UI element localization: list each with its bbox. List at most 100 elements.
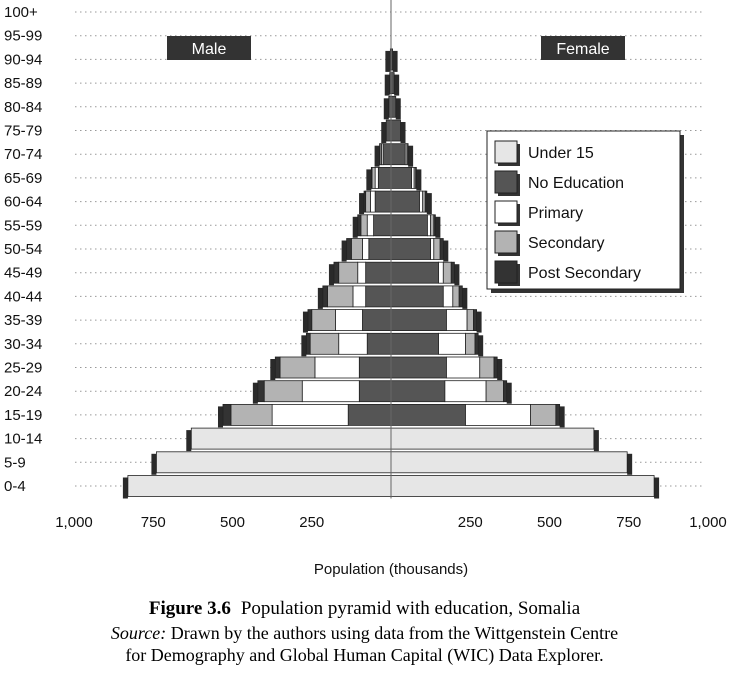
male-secondary-bar <box>365 190 371 213</box>
source-label: Source: <box>110 623 167 643</box>
female-primary-bar <box>438 261 444 284</box>
female-secondary-bar <box>466 309 474 332</box>
bar-shadow <box>478 335 484 357</box>
male-secondary-bar <box>371 166 376 189</box>
bar-shadow <box>374 145 380 167</box>
male-primary-bar <box>366 214 374 237</box>
age-label: 75-79 <box>4 123 42 140</box>
female-no-education-bar <box>390 238 432 260</box>
legend: Under 15 No Education Primary Secondary Post… <box>486 130 684 293</box>
female-no-education-bar <box>390 214 428 237</box>
male-primary-bar <box>271 403 349 426</box>
figure-label: Figure 3.6 <box>148 598 231 619</box>
male-secondary-bar <box>309 332 340 355</box>
male-post-secondary-bar <box>305 332 311 355</box>
female-primary-bar <box>427 214 432 237</box>
bar-shadow <box>462 287 468 309</box>
bar-shadow <box>559 406 565 428</box>
female-post-secondary-bar <box>503 380 508 403</box>
female-secondary-bar <box>442 261 452 284</box>
female-post-secondary-bar <box>473 309 477 332</box>
bar-shadow <box>392 50 398 72</box>
female-secondary-bar <box>452 285 460 308</box>
age-label: 0-4 <box>4 478 26 495</box>
bar-shadow <box>408 145 414 167</box>
bar-shadow <box>341 240 347 262</box>
female-label: Female <box>556 41 609 58</box>
source-line-2: for Demography and Global Human Capital … <box>125 645 604 665</box>
x-tick-label: 1,000 <box>689 514 727 531</box>
female-secondary-bar <box>479 356 495 379</box>
female-secondary-bar <box>530 403 557 426</box>
age-label: 85-89 <box>4 75 42 92</box>
bar-shadow <box>476 311 482 333</box>
male-post-secondary-bar <box>346 238 352 260</box>
female-primary-bar <box>442 285 454 308</box>
female-primary-bar <box>446 309 468 332</box>
age-label: 45-49 <box>4 265 42 282</box>
age-label: 10-14 <box>4 431 42 448</box>
legend-label: Secondary <box>528 235 605 252</box>
bar-shadow <box>359 193 365 215</box>
x-tick-label: 500 <box>220 514 245 531</box>
x-tick-label: 250 <box>299 514 324 531</box>
legend-swatch <box>494 200 518 224</box>
male-primary-bar <box>314 356 360 379</box>
female-under-15-bar <box>390 427 595 450</box>
figure-caption: Figure 3.6 Population pyramid with educat… <box>0 596 729 666</box>
male-post-secondary-bar <box>322 285 329 308</box>
female-primary-bar <box>438 332 466 355</box>
population-pyramid-chart: 0-4 5-9 10-14 15-19 20-24 25-29 30-34 35-39 40-4… <box>4 0 727 578</box>
bar-shadow <box>426 193 432 215</box>
age-group-labels: 0-4 5-9 10-14 15-19 20-24 25-29 30-34 35-39 40-4… <box>4 4 42 495</box>
bar-shadow <box>383 98 389 120</box>
x-tick-label: 1,000 <box>55 514 93 531</box>
female-post-secondary-bar <box>450 261 455 284</box>
age-label: 70-74 <box>4 146 42 163</box>
female-no-education-bar <box>390 356 447 379</box>
female-no-education-bar <box>390 119 401 142</box>
age-label: 50-54 <box>4 241 42 258</box>
bar-shadow <box>384 74 390 96</box>
age-label: 55-59 <box>4 217 42 234</box>
female-no-education-bar <box>390 143 406 166</box>
male-primary-bar <box>352 285 367 308</box>
male-primary-bar <box>357 261 367 284</box>
male-no-education-bar <box>366 332 392 355</box>
bar-shadow <box>122 477 128 499</box>
male-under-15-bar <box>190 427 392 450</box>
source-text-1: Drawn by the authors using data from the… <box>170 623 619 643</box>
male-post-secondary-bar <box>307 309 313 332</box>
male-label-box: Male <box>167 36 251 60</box>
bar-shadow <box>506 382 512 404</box>
bar-shadow <box>217 406 223 428</box>
male-post-secondary-bar <box>370 166 373 189</box>
x-tick-label: 500 <box>537 514 562 531</box>
female-no-education-bar <box>390 95 397 118</box>
legend-swatch <box>494 260 518 284</box>
bar-shadow <box>186 430 192 452</box>
male-no-education-bar <box>358 380 392 403</box>
x-tick-labels: 1,000 750 500 250 250 500 750 1,000 <box>55 514 727 531</box>
male-secondary-bar <box>338 261 359 284</box>
male-secondary-bar <box>230 403 273 426</box>
legend-swatch <box>494 230 518 254</box>
bar-shadow <box>593 430 599 452</box>
age-label: 30-34 <box>4 336 42 353</box>
bar-shadow <box>395 98 401 120</box>
female-no-education-bar <box>390 403 466 426</box>
bar-shadow <box>302 311 308 333</box>
age-label: 40-44 <box>4 288 42 305</box>
male-secondary-bar <box>360 214 368 237</box>
legend-label: Primary <box>528 205 583 222</box>
male-post-secondary-bar <box>274 356 281 379</box>
bar-shadow <box>627 453 633 475</box>
bar-shadow <box>301 335 307 357</box>
female-post-secondary-bar <box>433 214 436 237</box>
female-label-box: Female <box>541 36 625 60</box>
female-no-education-bar <box>390 166 413 189</box>
male-no-education-bar <box>362 309 392 332</box>
bar-shadow <box>352 216 358 238</box>
bar-shadow <box>443 240 449 262</box>
age-label: 20-24 <box>4 383 42 400</box>
